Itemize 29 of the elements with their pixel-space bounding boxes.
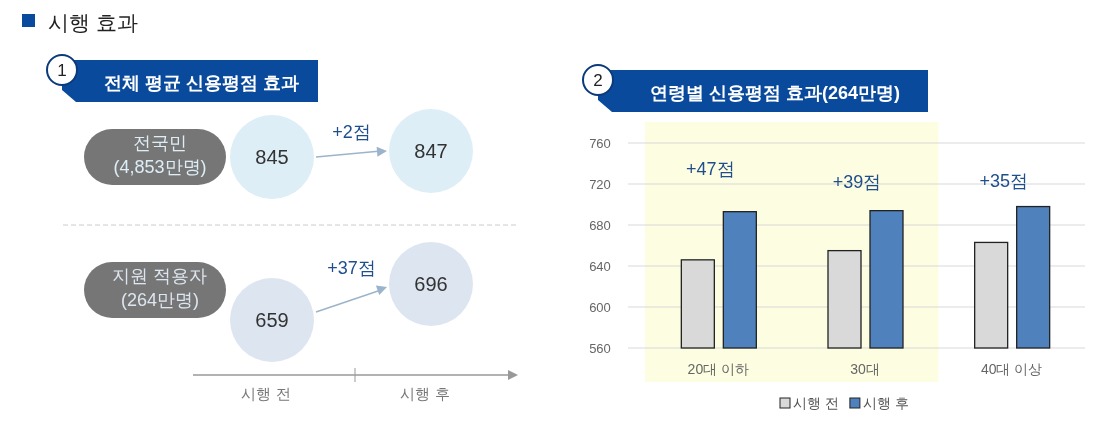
text: 1 <box>57 61 67 80</box>
chart-title: 연령별 신용평점 효과(264만명) <box>649 83 901 103</box>
data-label: 845 <box>255 146 289 168</box>
data-label: 696 <box>414 273 448 295</box>
series-label: 지원 적용자 (264만명) <box>112 266 208 310</box>
category-label: 시행 전 <box>241 385 291 402</box>
x-tick-label: 20대 이하 <box>687 361 750 377</box>
y-tick-label: 600 <box>589 300 611 315</box>
annotation: +35점 <box>979 170 1028 191</box>
legend-label: 시행 전 <box>793 395 839 411</box>
x-tick-label: 40대 이상 <box>980 361 1043 377</box>
x-tick-label: 30대 <box>850 361 880 377</box>
text: 시행 효과 <box>48 11 138 34</box>
text: 전체 평균 신용평점 효과 <box>104 73 300 93</box>
series-label: 전국민 (4,853만명) <box>113 133 207 177</box>
y-tick-label: 680 <box>589 218 611 233</box>
text: 2 <box>593 71 603 90</box>
y-tick-label: 640 <box>589 259 611 274</box>
text: +2점 <box>332 122 371 142</box>
legend-label: 시행 후 <box>862 395 909 411</box>
text: +37점 <box>327 258 376 278</box>
annotation: +47점 <box>686 158 735 179</box>
data-label: 847 <box>414 140 448 162</box>
annotation: +39점 <box>832 171 882 192</box>
y-tick-label: 560 <box>589 341 611 356</box>
y-tick-label: 720 <box>589 177 611 192</box>
data-label: 659 <box>255 309 289 331</box>
category-label: 시행 후 <box>400 385 450 402</box>
y-tick-label: 760 <box>589 136 611 151</box>
